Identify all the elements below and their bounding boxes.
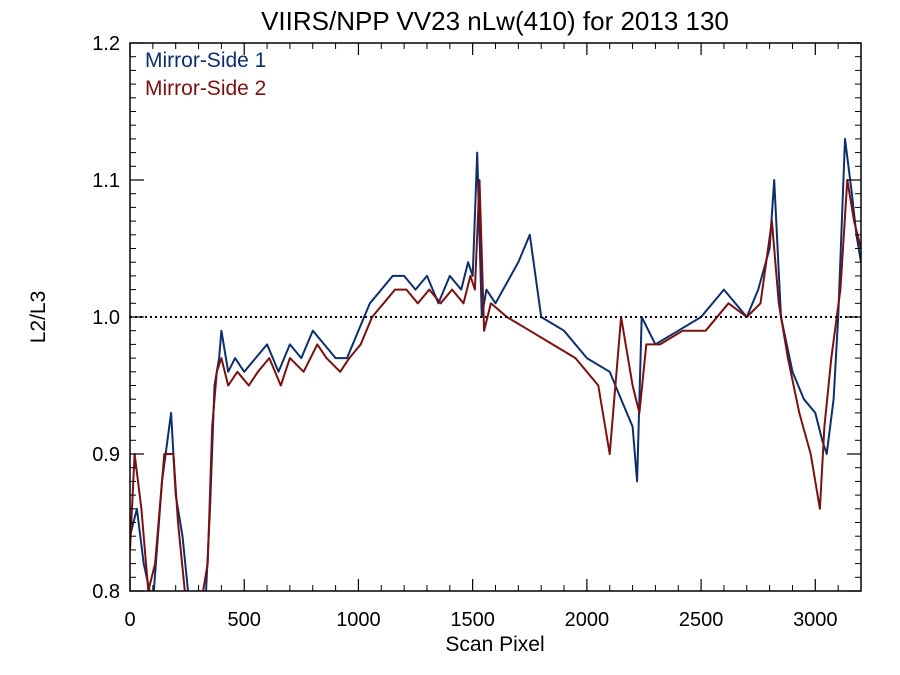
- x-tick-label: 500: [228, 609, 261, 631]
- series-line-1: [130, 137, 861, 591]
- y-tick-label: 0.8: [92, 581, 120, 603]
- x-tick-label: 2000: [565, 609, 610, 631]
- y-axis-label: L2/L3: [27, 291, 50, 344]
- y-tick-label: 1.0: [92, 307, 120, 329]
- y-tick-label: 1.1: [92, 170, 120, 192]
- series-layer: [130, 137, 861, 591]
- x-tick-label: 0: [124, 609, 135, 631]
- x-axis-label: Scan Pixel: [445, 633, 544, 656]
- legend-label-mirror-side-2: Mirror-Side 2: [145, 77, 266, 100]
- x-tick-label: 3000: [793, 609, 838, 631]
- x-tick-label: 1500: [450, 609, 495, 631]
- axis-ticks: 0 500 1000 1500 2000 2500 3000 0.8 0.9 1.0 1.1 1.2: [92, 33, 862, 631]
- legend-label-mirror-side-1: Mirror-Side 1: [145, 49, 266, 72]
- chart-title: VIIRS/NPP VV23 nLw(410) for 2013 130: [261, 6, 729, 36]
- y-tick-label: 0.9: [92, 444, 120, 466]
- y-tick-label: 1.2: [92, 33, 120, 55]
- legend: Mirror-Side 1 Mirror-Side 2: [145, 49, 266, 100]
- x-tick-label: 1000: [336, 609, 381, 631]
- x-tick-label: 2500: [679, 609, 724, 631]
- series-line-2: [130, 179, 861, 591]
